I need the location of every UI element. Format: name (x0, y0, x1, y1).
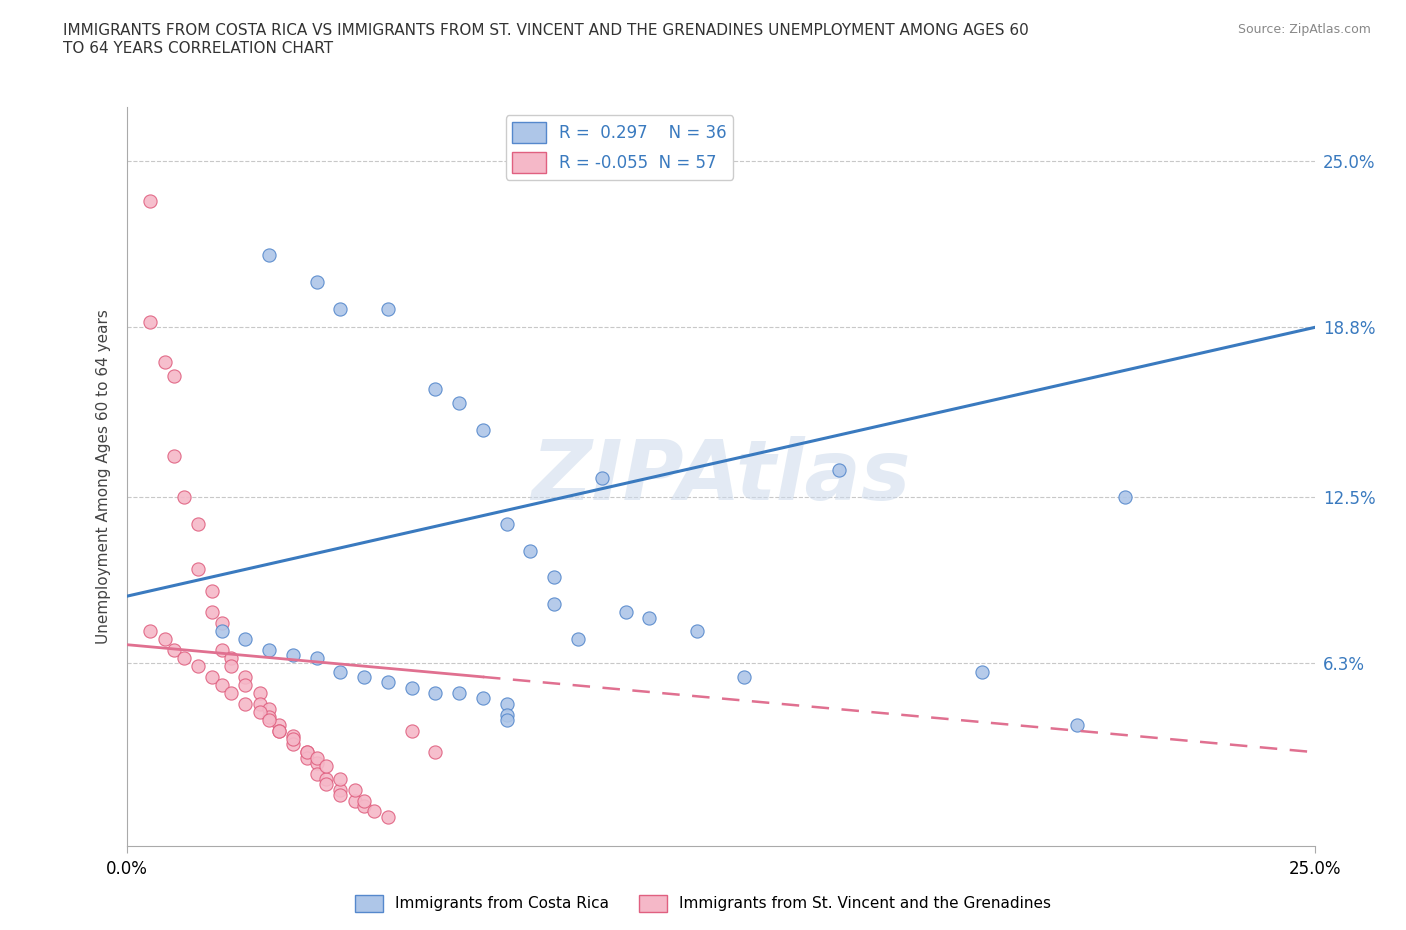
Point (281, 728, 304, 743)
Point (139, 314, 162, 329)
Point (139, 193, 162, 208)
Text: ZIPAtlas: ZIPAtlas (531, 436, 910, 517)
Point (295, 745, 318, 760)
Point (315, 772, 337, 787)
Point (472, 691, 495, 706)
Point (201, 604, 224, 619)
Point (305, 755, 328, 770)
Point (315, 777, 337, 792)
Point (305, 651, 328, 666)
Point (363, 804, 385, 818)
Point (295, 745, 318, 760)
Point (495, 697, 517, 711)
Point (201, 583, 224, 598)
Point (211, 624, 233, 639)
Point (187, 658, 209, 673)
Point (343, 782, 366, 797)
Point (267, 724, 290, 738)
Point (257, 702, 280, 717)
Point (495, 516, 517, 531)
Point (495, 707, 517, 722)
Point (377, 301, 399, 316)
Point (219, 685, 242, 700)
Point (329, 301, 352, 316)
Point (163, 643, 186, 658)
Point (153, 355, 176, 370)
Point (638, 610, 661, 625)
Point (343, 793, 366, 808)
Point (163, 368, 186, 383)
Point (211, 643, 233, 658)
Point (425, 745, 447, 760)
Point (163, 449, 186, 464)
Point (219, 651, 242, 666)
Point (449, 395, 471, 410)
Point (305, 751, 328, 765)
Point (329, 788, 352, 803)
Point (686, 624, 709, 639)
Point (329, 664, 352, 679)
Point (425, 685, 447, 700)
Point (173, 651, 195, 666)
Point (614, 604, 637, 619)
Point (401, 724, 423, 738)
Point (472, 422, 495, 437)
Point (233, 697, 257, 711)
Point (295, 751, 318, 765)
Point (828, 462, 851, 477)
Point (267, 724, 290, 738)
Point (377, 809, 399, 824)
Text: IMMIGRANTS FROM COSTA RICA VS IMMIGRANTS FROM ST. VINCENT AND THE GRENADINES UNE: IMMIGRANTS FROM COSTA RICA VS IMMIGRANTS… (63, 23, 1029, 56)
Point (329, 772, 352, 787)
Point (1114, 489, 1136, 504)
Point (567, 631, 589, 646)
Point (591, 471, 613, 485)
Point (219, 658, 242, 673)
Point (519, 543, 541, 558)
Point (401, 680, 423, 695)
Point (139, 624, 162, 639)
Y-axis label: Unemployment Among Ages 60 to 64 years: Unemployment Among Ages 60 to 64 years (96, 309, 111, 644)
Point (233, 670, 257, 684)
Point (249, 704, 271, 719)
Point (353, 793, 375, 808)
Point (377, 675, 399, 690)
Point (449, 685, 471, 700)
Point (211, 678, 233, 693)
Point (233, 631, 257, 646)
Point (1066, 718, 1088, 733)
Point (305, 766, 328, 781)
Point (257, 710, 280, 724)
Point (249, 697, 271, 711)
Point (970, 664, 993, 679)
Point (249, 685, 271, 700)
Point (267, 718, 290, 733)
Point (257, 712, 280, 727)
Point (187, 516, 209, 531)
Point (281, 648, 304, 663)
Point (353, 799, 375, 814)
Point (495, 712, 517, 727)
Point (281, 731, 304, 746)
Point (305, 274, 328, 289)
Point (233, 678, 257, 693)
Point (257, 643, 280, 658)
Point (733, 670, 755, 684)
Legend: R =  0.297    N = 36, R = -0.055  N = 57: R = 0.297 N = 36, R = -0.055 N = 57 (506, 115, 734, 179)
Point (153, 631, 176, 646)
Point (211, 616, 233, 631)
Point (173, 489, 195, 504)
Text: Source: ZipAtlas.com: Source: ZipAtlas.com (1237, 23, 1371, 36)
Point (187, 562, 209, 577)
Legend: Immigrants from Costa Rica, Immigrants from St. Vincent and the Grenadines: Immigrants from Costa Rica, Immigrants f… (349, 889, 1057, 918)
Point (257, 247, 280, 262)
Point (425, 382, 447, 397)
Point (315, 758, 337, 773)
Point (201, 670, 224, 684)
Point (329, 782, 352, 797)
Point (543, 597, 565, 612)
Point (543, 570, 565, 585)
Point (281, 737, 304, 751)
Point (353, 670, 375, 684)
